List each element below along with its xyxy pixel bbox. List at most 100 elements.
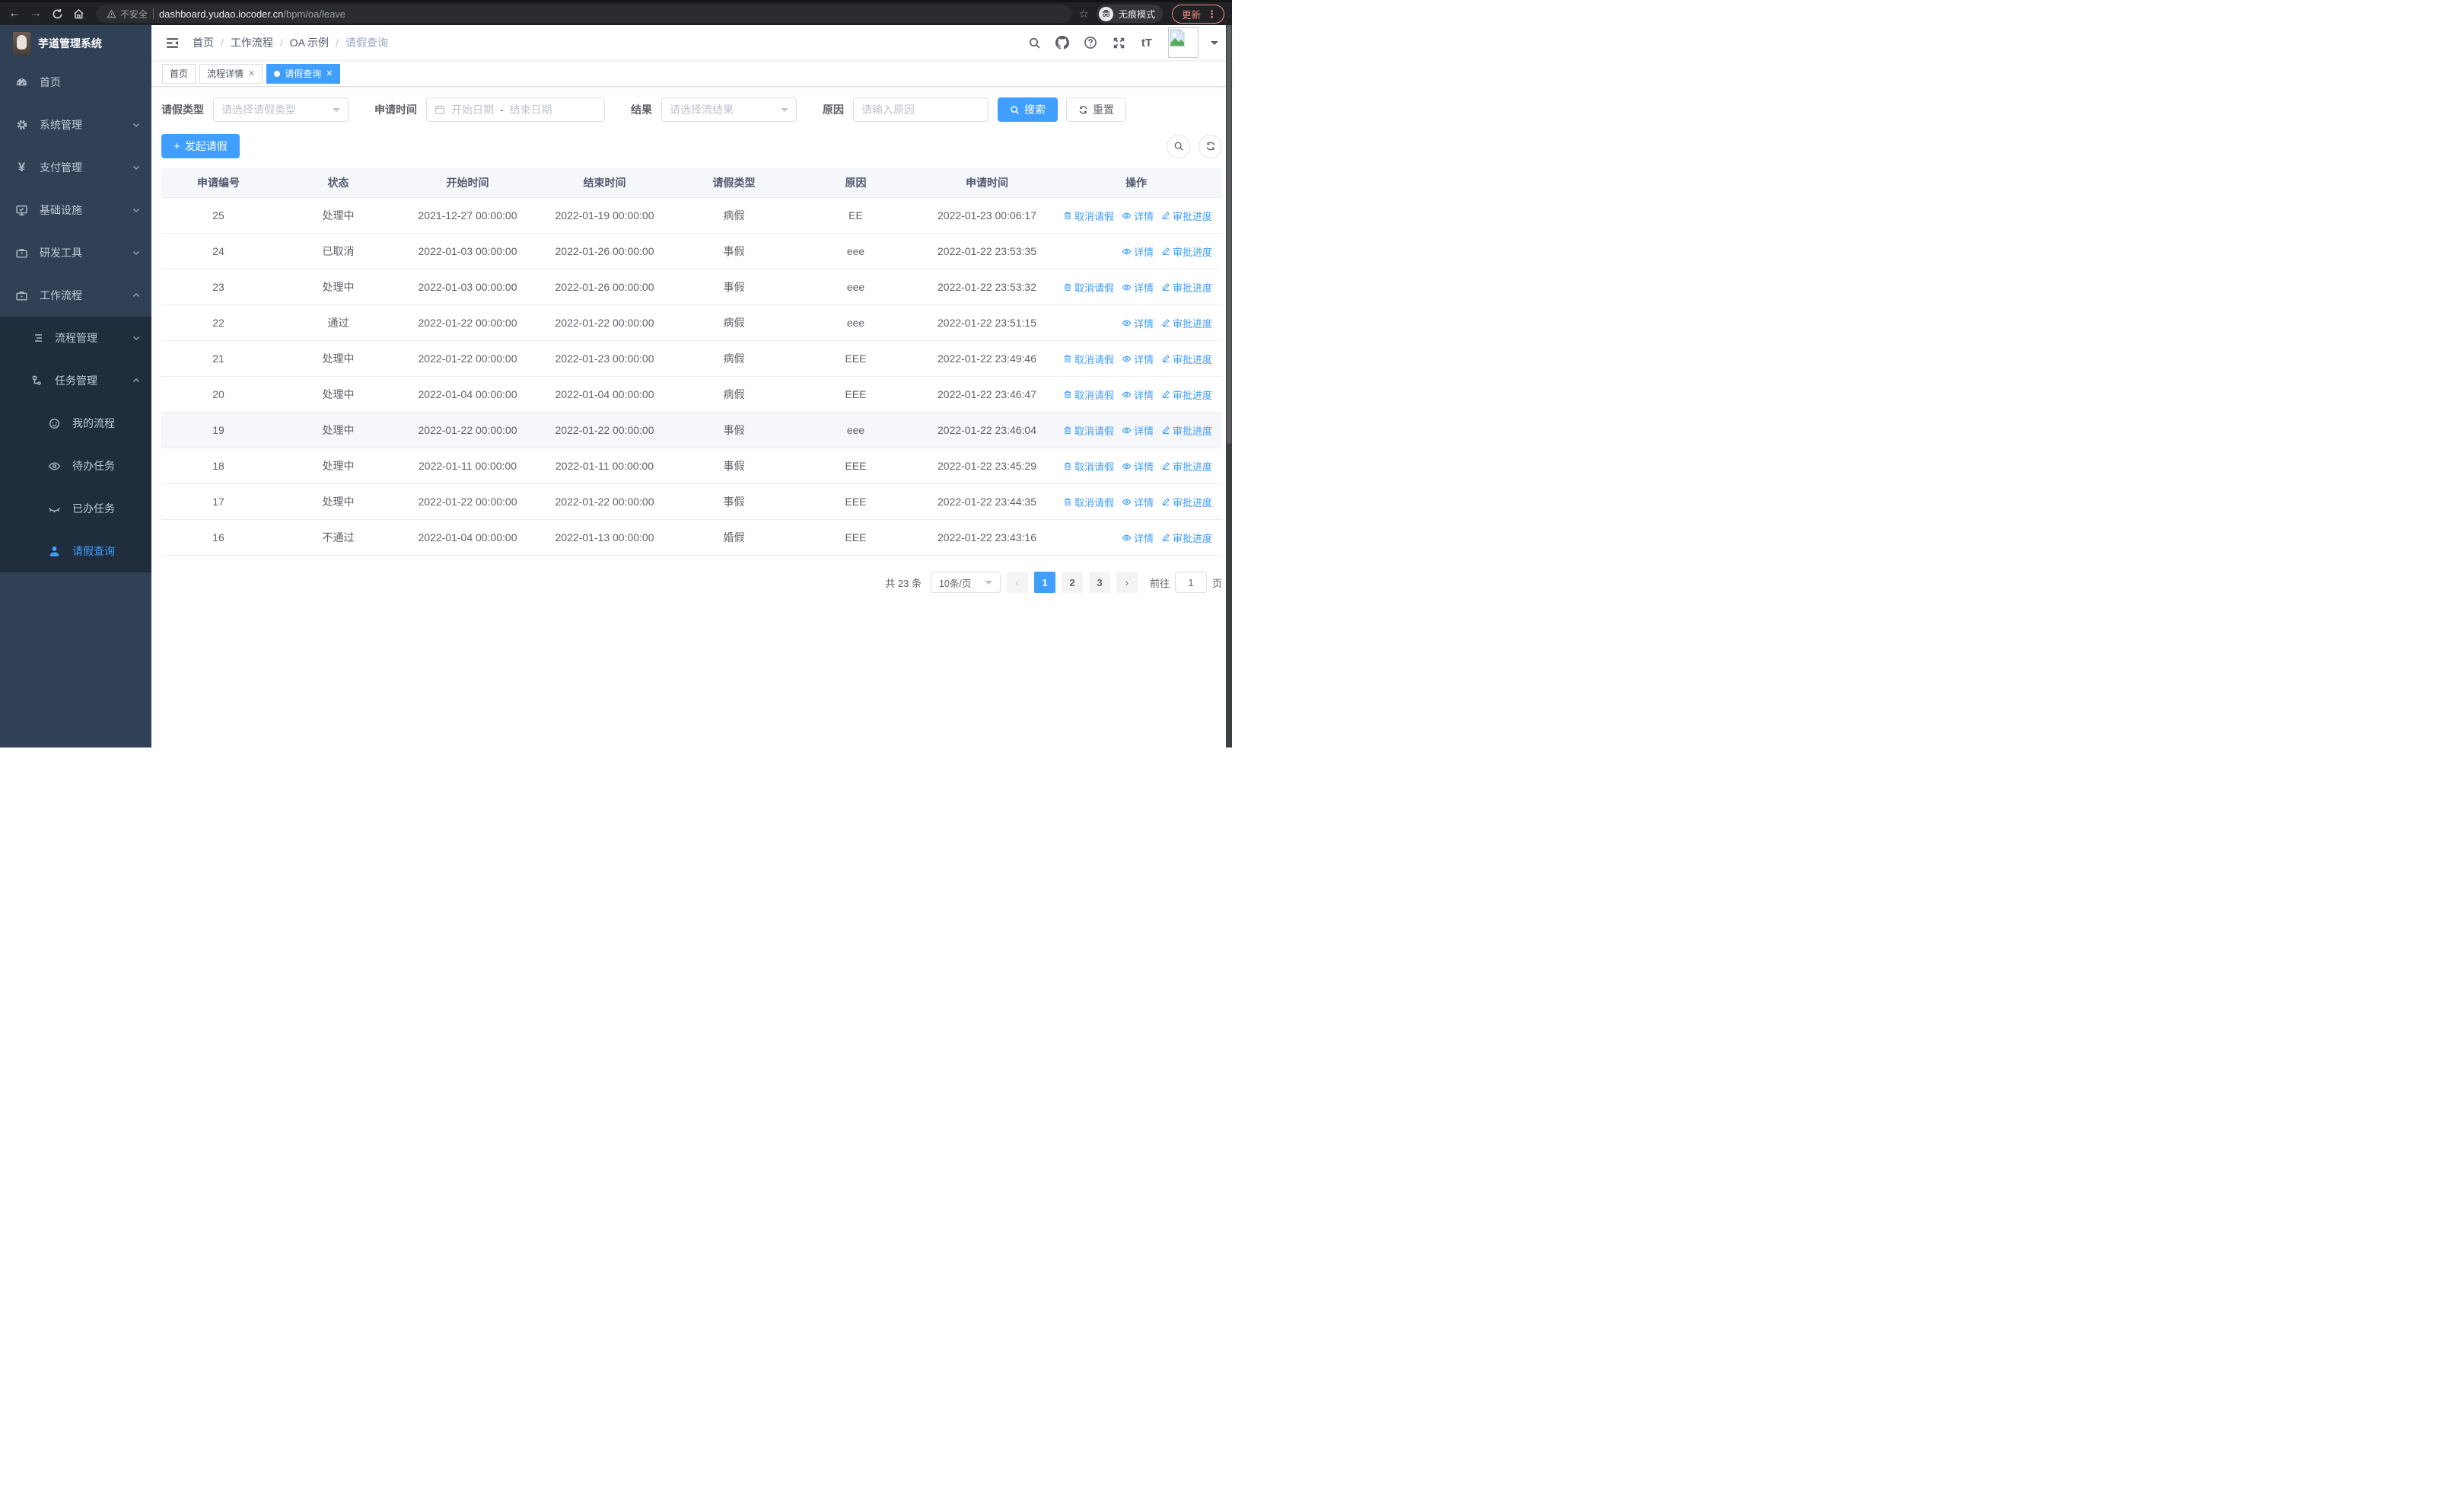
- next-page-button[interactable]: ›: [1116, 572, 1138, 593]
- page-button-2[interactable]: 2: [1061, 572, 1083, 593]
- page-scrollbar[interactable]: [1226, 25, 1232, 748]
- table-row[interactable]: 23 处理中 2022-01-03 00:00:00 2022-01-26 00…: [161, 269, 1222, 304]
- search-button[interactable]: 搜索: [998, 97, 1058, 122]
- cell-apply-time: 2022-01-22 23:43:16: [938, 531, 1036, 543]
- search-icon[interactable]: [1023, 31, 1046, 54]
- cancel-leave-link[interactable]: 取消请假: [1063, 352, 1114, 366]
- sidebar-item-my-process[interactable]: 我的流程: [0, 402, 151, 445]
- reset-button[interactable]: 重置: [1066, 97, 1126, 122]
- sidebar-item-system[interactable]: 系统管理: [0, 104, 151, 146]
- create-leave-button[interactable]: + 发起请假: [161, 134, 240, 158]
- cell-reason: EEE: [845, 388, 867, 400]
- refresh-table-icon[interactable]: [1199, 134, 1222, 158]
- address-bar[interactable]: 不安全 dashboard.yudao.iocoder.cn/bpm/oa/le…: [96, 5, 1071, 23]
- sidebar-item-workflow[interactable]: 工作流程: [0, 274, 151, 317]
- security-warning[interactable]: 不安全: [107, 8, 148, 21]
- sidebar-item-payment[interactable]: ¥ 支付管理: [0, 146, 151, 189]
- table-row[interactable]: 17 处理中 2022-01-22 00:00:00 2022-01-22 00…: [161, 483, 1222, 519]
- tab-leave-query[interactable]: 请假查询 ✕: [266, 63, 341, 84]
- approval-progress-link[interactable]: 审批进度: [1161, 209, 1212, 223]
- approval-progress-link[interactable]: 审批进度: [1161, 316, 1212, 330]
- tab-process-detail[interactable]: 流程详情 ✕: [199, 63, 263, 84]
- user-menu-caret-icon[interactable]: [1211, 40, 1218, 49]
- sidebar-item-task-mgmt[interactable]: 任务管理: [0, 359, 151, 402]
- sidebar-item-done-tasks[interactable]: 已办任务: [0, 487, 151, 530]
- table-row[interactable]: 16 不通过 2022-01-04 00:00:00 2022-01-13 00…: [161, 519, 1222, 555]
- cancel-leave-link[interactable]: 取消请假: [1063, 423, 1114, 438]
- table-row[interactable]: 25 处理中 2021-12-27 00:00:00 2022-01-19 00…: [161, 197, 1222, 233]
- detail-link[interactable]: 详情: [1122, 209, 1154, 223]
- browser-menu-icon[interactable]: ⋮: [1207, 8, 1217, 20]
- hide-search-icon[interactable]: [1167, 134, 1190, 158]
- detail-link[interactable]: 详情: [1122, 244, 1154, 259]
- detail-link[interactable]: 详情: [1122, 531, 1154, 545]
- page-button-3[interactable]: 3: [1088, 572, 1110, 593]
- cancel-leave-link[interactable]: 取消请假: [1063, 387, 1114, 402]
- leave-type-select[interactable]: 请选择请假类型: [213, 97, 349, 122]
- avatar[interactable]: [1168, 27, 1199, 58]
- approval-progress-link[interactable]: 审批进度: [1161, 423, 1212, 438]
- breadcrumb-item[interactable]: 工作流程: [230, 37, 273, 49]
- cancel-leave-link[interactable]: 取消请假: [1063, 495, 1114, 509]
- cell-apply-time: 2022-01-23 00:06:17: [938, 209, 1036, 222]
- table-row[interactable]: 19 处理中 2022-01-22 00:00:00 2022-01-22 00…: [161, 412, 1222, 448]
- browser-back-icon[interactable]: ←: [8, 7, 21, 20]
- github-icon[interactable]: [1051, 31, 1074, 54]
- fullscreen-icon[interactable]: [1107, 31, 1130, 54]
- prev-page-button[interactable]: ‹: [1006, 572, 1028, 593]
- reason-input[interactable]: [861, 104, 980, 116]
- table-row[interactable]: 22 通过 2022-01-22 00:00:00 2022-01-22 00:…: [161, 304, 1222, 340]
- table-row[interactable]: 24 已取消 2022-01-03 00:00:00 2022-01-26 00…: [161, 233, 1222, 269]
- browser-home-icon[interactable]: [68, 4, 88, 24]
- approval-progress-link[interactable]: 审批进度: [1161, 459, 1212, 473]
- detail-link[interactable]: 详情: [1122, 459, 1154, 473]
- cell-start-time: 2022-01-22 00:00:00: [418, 352, 517, 365]
- eye-icon: [1122, 320, 1132, 326]
- browser-forward-icon[interactable]: →: [30, 7, 42, 20]
- detail-link[interactable]: 详情: [1122, 352, 1154, 366]
- close-icon[interactable]: ✕: [248, 69, 256, 78]
- sidebar-fold-icon[interactable]: [161, 31, 183, 54]
- detail-link[interactable]: 详情: [1122, 387, 1154, 402]
- approval-progress-link[interactable]: 审批进度: [1161, 531, 1212, 545]
- approval-progress-link[interactable]: 审批进度: [1161, 495, 1212, 509]
- breadcrumb-item[interactable]: OA 示例: [289, 37, 329, 49]
- sidebar-item-todo-tasks[interactable]: 待办任务: [0, 445, 151, 487]
- sidebar-item-infra[interactable]: 基础设施: [0, 189, 151, 231]
- approval-progress-link[interactable]: 审批进度: [1161, 280, 1212, 295]
- bookmark-star-icon[interactable]: ☆: [1078, 8, 1089, 21]
- breadcrumb-item[interactable]: 首页: [193, 37, 214, 49]
- help-icon[interactable]: [1079, 31, 1102, 54]
- sidebar-item-leave-query[interactable]: 请假查询: [0, 530, 151, 572]
- result-select[interactable]: 请选择流结果: [661, 97, 797, 122]
- cancel-leave-link[interactable]: 取消请假: [1063, 459, 1114, 473]
- detail-link[interactable]: 详情: [1122, 423, 1154, 438]
- workflow-submenu: 流程管理 任务管理 我的流程: [0, 317, 151, 572]
- browser-reload-icon[interactable]: [47, 4, 67, 24]
- browser-update-button[interactable]: 更新 ⋮: [1171, 4, 1224, 24]
- page-size-select[interactable]: 10条/页: [930, 572, 1001, 593]
- sidebar-item-process-mgmt[interactable]: 流程管理: [0, 317, 151, 359]
- sidebar-item-devtools[interactable]: 研发工具: [0, 231, 151, 274]
- breadcrumb-separator: /: [336, 37, 339, 49]
- approval-progress-link[interactable]: 审批进度: [1161, 244, 1212, 259]
- apply-time-range-picker[interactable]: 开始日期 - 结束日期: [426, 97, 605, 122]
- detail-link[interactable]: 详情: [1122, 280, 1154, 295]
- approval-progress-link[interactable]: 审批进度: [1161, 352, 1212, 366]
- app-logo-row[interactable]: 芋道管理系统: [0, 25, 151, 61]
- approval-progress-link[interactable]: 审批进度: [1161, 387, 1212, 402]
- goto-page-input[interactable]: [1174, 572, 1207, 593]
- table-row[interactable]: 21 处理中 2022-01-22 00:00:00 2022-01-23 00…: [161, 340, 1222, 376]
- tab-home[interactable]: 首页: [162, 63, 196, 84]
- page-button-1[interactable]: 1: [1033, 572, 1055, 593]
- cancel-leave-link[interactable]: 取消请假: [1063, 280, 1114, 295]
- table-row[interactable]: 18 处理中 2022-01-11 00:00:00 2022-01-11 00…: [161, 448, 1222, 483]
- table-row[interactable]: 20 处理中 2022-01-04 00:00:00 2022-01-04 00…: [161, 376, 1222, 412]
- close-icon[interactable]: ✕: [326, 69, 333, 78]
- detail-link[interactable]: 详情: [1122, 495, 1154, 509]
- detail-link[interactable]: 详情: [1122, 316, 1154, 330]
- scrollbar-thumb[interactable]: [1227, 25, 1231, 445]
- font-size-icon[interactable]: tT: [1141, 36, 1153, 49]
- cancel-leave-link[interactable]: 取消请假: [1063, 209, 1114, 223]
- sidebar-item-home[interactable]: 首页: [0, 61, 151, 104]
